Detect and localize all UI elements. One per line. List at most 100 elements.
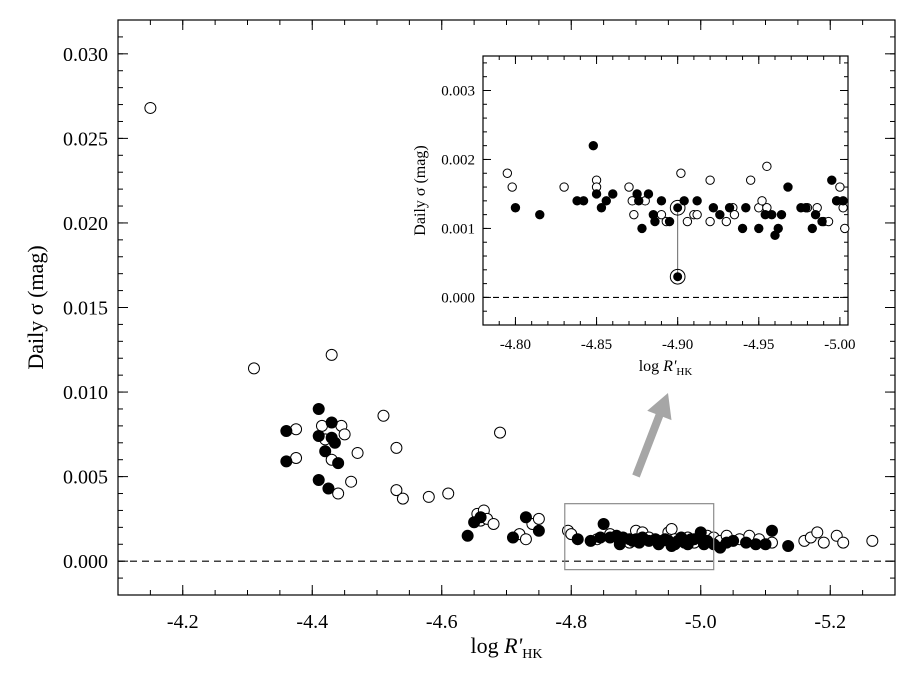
inset-y-tick-label: 0.001 [441,221,475,237]
open-point [377,409,390,422]
filled-point [322,482,335,495]
inset-open-point [676,168,686,178]
filled-point [519,511,532,524]
inset-open-point [729,209,740,220]
inset-filled-point [776,209,787,220]
x-tick-label: -5.0 [685,611,717,633]
inset-y-tick-label: 0.000 [441,290,475,306]
open-point [494,426,507,439]
inset-filled-point [596,203,607,213]
open-point [665,523,678,536]
inset-y-tick-label: 0.003 [441,83,475,99]
open-point [519,533,532,546]
filled-point [782,539,795,552]
inset-filled-point [588,140,599,151]
inset-filled-point [783,182,793,192]
inset-filled-point [838,196,848,206]
inset-circled-point-ring [669,199,686,216]
filled-point [280,424,293,437]
zoom-box [564,503,715,571]
inset-filled-point [634,196,644,206]
inset-open-point [624,182,634,192]
filled-point [328,436,341,449]
filled-point [759,538,772,551]
zoom-arrow [632,393,672,478]
open-point [290,423,303,436]
open-point [866,534,879,547]
inset-filled-point [741,203,751,213]
inset-filled-point [801,203,811,213]
zoom-arrow-shape [632,393,672,478]
open-point [487,517,500,530]
inset-open-point [682,216,693,227]
open-point [247,362,260,375]
open-point [532,512,545,525]
inset-circled-point-dot [673,203,683,213]
open-point [390,484,403,497]
inset-filled-point [656,196,667,206]
open-point [811,526,824,539]
inset-open-point [705,216,715,227]
inset-open-point [507,182,517,192]
filled-point [506,531,519,544]
open-point [345,475,358,488]
inset-filled-point [715,209,725,220]
filled-point [461,529,474,542]
x-tick-label: -4.4 [296,611,328,633]
x-tick-label: -4.2 [167,611,199,633]
inset-filled-point [510,203,521,213]
x-axis-title: log R'HK [470,633,542,662]
inset-filled-point [601,196,611,206]
inset-x-tick-label: -4.85 [581,337,612,353]
inset-circled-point-dot [673,272,683,282]
open-point [144,101,157,114]
open-point [442,487,455,500]
inset-open-point [502,168,513,178]
inset-filled-point [637,223,647,234]
inset-y-tick-label: 0.002 [441,152,475,168]
inset-filled-point [650,216,660,227]
inset-open-point [721,216,732,227]
open-point [332,487,345,500]
open-point [817,536,830,549]
filled-point [312,430,325,443]
inset-open-point [757,196,767,206]
filled-point [597,517,610,530]
inset-x-tick-label: -5.00 [824,337,855,353]
inset-filled-point [810,209,821,220]
inset-filled-point [535,209,545,220]
filled-point [332,457,345,470]
filled-point [474,511,487,524]
inset-open-point [745,175,756,185]
inset-open-point [705,175,715,185]
inset-filled-point [692,196,702,206]
filled-point [280,455,293,468]
filled-point [727,534,740,547]
inset-filled-point [767,209,777,220]
inset-open-point [762,161,772,172]
filled-point [765,524,778,537]
filled-point [740,536,753,549]
y-tick-label: 0.025 [63,128,108,150]
x-tick-label: -5.2 [814,611,846,633]
inset-open-point [692,209,702,220]
inset-x-tick-label: -4.95 [743,337,774,353]
y-axis-title: Daily σ (mag) [23,245,48,369]
inset-filled-point [827,175,837,185]
filled-point [325,416,338,429]
inset-filled-point [708,203,719,213]
inset-plot: -4.80 -4.85 -4.90 -4.95 -5.00 0.000 0.001 0.002… [412,55,856,378]
inset-x-tick-label: -4.80 [500,337,531,353]
y-tick-label: 0.015 [63,298,108,320]
open-point [837,536,850,549]
open-point [390,441,403,454]
y-tick-label: 0.010 [63,382,108,404]
inset-plot-frame [482,55,849,326]
inset-filled-point [724,203,735,213]
inset-circled-point-ring [669,268,686,285]
inset-filled-point [591,189,602,199]
x-tick-label: -4.8 [555,611,587,633]
y-tick-label: 0.000 [63,551,108,573]
